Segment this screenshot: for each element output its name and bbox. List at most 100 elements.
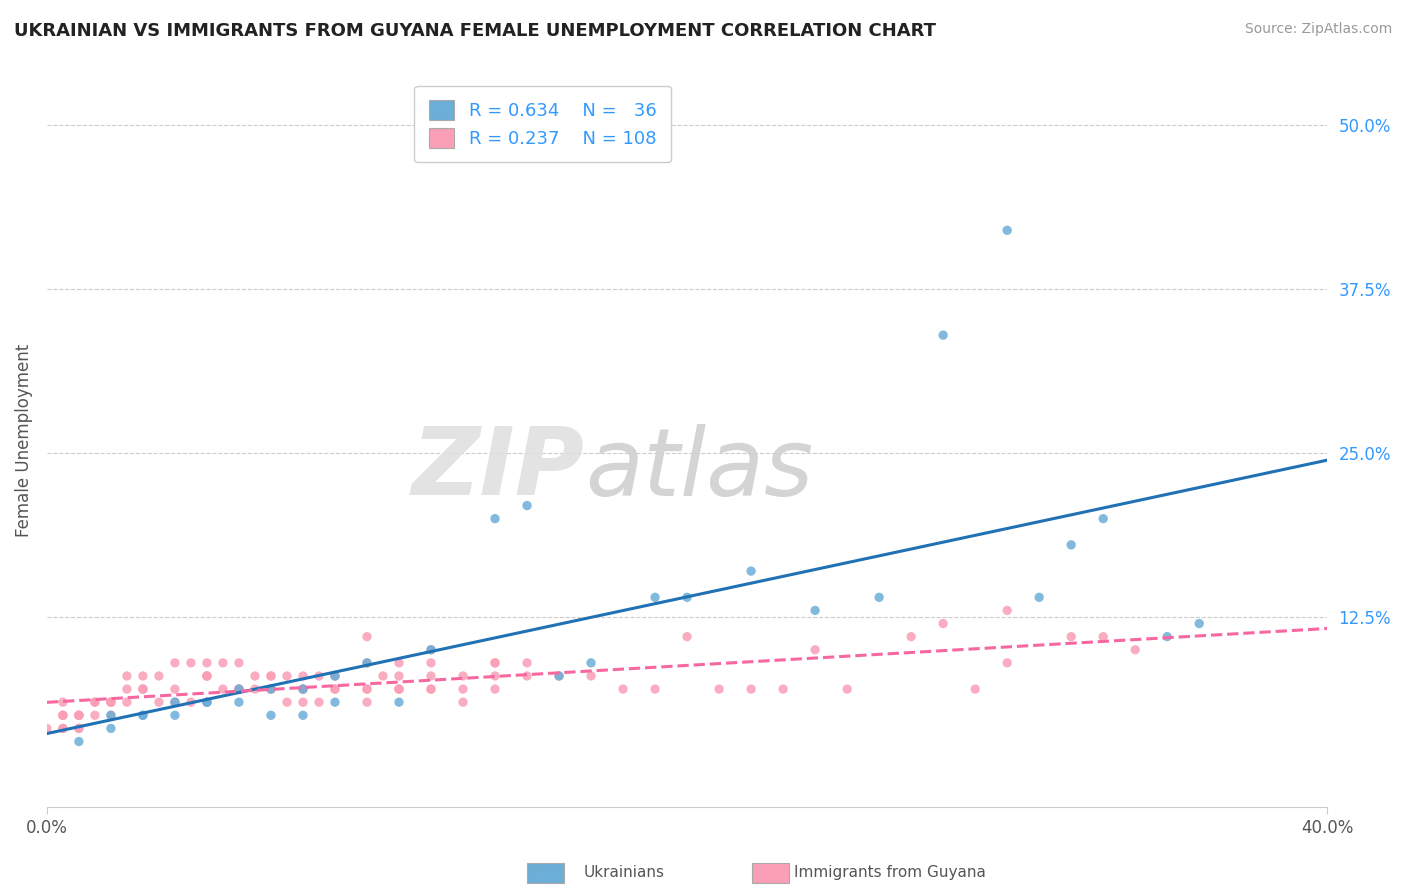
Point — [67, 708, 90, 723]
Point — [52, 722, 75, 736]
Point — [804, 642, 827, 657]
Point — [420, 656, 443, 670]
Point — [52, 708, 75, 723]
Point — [260, 682, 283, 697]
Point — [484, 682, 506, 697]
Point — [388, 682, 411, 697]
Point — [932, 328, 955, 343]
Point — [388, 682, 411, 697]
Point — [260, 669, 283, 683]
Point — [356, 656, 378, 670]
Point — [451, 695, 474, 709]
Point — [180, 695, 202, 709]
Point — [516, 669, 538, 683]
Point — [67, 708, 90, 723]
Point — [1156, 630, 1178, 644]
Point — [228, 682, 250, 697]
Point — [67, 734, 90, 748]
Point — [276, 695, 298, 709]
Point — [420, 682, 443, 697]
Text: Ukrainians: Ukrainians — [583, 865, 665, 880]
Point — [1188, 616, 1211, 631]
Point — [548, 669, 571, 683]
Point — [356, 630, 378, 644]
Point — [243, 669, 266, 683]
Point — [388, 695, 411, 709]
Point — [804, 603, 827, 617]
Point — [451, 669, 474, 683]
Point — [132, 669, 155, 683]
Point — [388, 682, 411, 697]
Point — [228, 695, 250, 709]
Point — [163, 708, 186, 723]
Point — [1123, 642, 1146, 657]
Point — [148, 669, 170, 683]
Point — [420, 642, 443, 657]
Text: Source: ZipAtlas.com: Source: ZipAtlas.com — [1244, 22, 1392, 37]
Point — [67, 722, 90, 736]
Point — [163, 682, 186, 697]
Point — [195, 695, 218, 709]
Point — [260, 708, 283, 723]
Point — [356, 682, 378, 697]
Point — [420, 642, 443, 657]
Point — [276, 669, 298, 683]
Point — [52, 708, 75, 723]
Point — [323, 669, 346, 683]
Text: ZIP: ZIP — [412, 424, 585, 516]
Point — [868, 591, 890, 605]
Text: UKRAINIAN VS IMMIGRANTS FROM GUYANA FEMALE UNEMPLOYMENT CORRELATION CHART: UKRAINIAN VS IMMIGRANTS FROM GUYANA FEMA… — [14, 22, 936, 40]
Point — [371, 669, 394, 683]
Point — [1092, 511, 1115, 525]
Point — [707, 682, 730, 697]
Point — [420, 682, 443, 697]
Point — [323, 695, 346, 709]
Point — [228, 682, 250, 697]
Point — [163, 656, 186, 670]
Point — [195, 669, 218, 683]
Point — [676, 630, 699, 644]
Text: Immigrants from Guyana: Immigrants from Guyana — [794, 865, 986, 880]
Point — [67, 722, 90, 736]
Point — [180, 656, 202, 670]
Point — [965, 682, 987, 697]
Point — [291, 669, 314, 683]
Point — [100, 695, 122, 709]
Point — [579, 656, 602, 670]
Point — [195, 656, 218, 670]
Point — [67, 708, 90, 723]
Point — [484, 669, 506, 683]
Point — [995, 656, 1018, 670]
Point — [195, 669, 218, 683]
Point — [995, 603, 1018, 617]
Point — [323, 669, 346, 683]
Point — [644, 591, 666, 605]
Point — [291, 708, 314, 723]
Point — [35, 722, 58, 736]
Point — [451, 682, 474, 697]
Point — [83, 708, 105, 723]
Point — [516, 656, 538, 670]
Point — [52, 722, 75, 736]
Point — [148, 695, 170, 709]
Point — [243, 682, 266, 697]
Point — [115, 695, 138, 709]
Point — [260, 682, 283, 697]
Point — [163, 695, 186, 709]
Point — [308, 695, 330, 709]
Point — [484, 656, 506, 670]
Point — [100, 722, 122, 736]
Point — [388, 669, 411, 683]
Point — [260, 669, 283, 683]
Point — [291, 682, 314, 697]
Point — [644, 682, 666, 697]
Point — [308, 669, 330, 683]
Text: atlas: atlas — [585, 424, 813, 515]
Point — [323, 682, 346, 697]
Point — [995, 223, 1018, 237]
Point — [291, 682, 314, 697]
Point — [260, 682, 283, 697]
Point — [52, 695, 75, 709]
Point — [516, 499, 538, 513]
Point — [115, 682, 138, 697]
